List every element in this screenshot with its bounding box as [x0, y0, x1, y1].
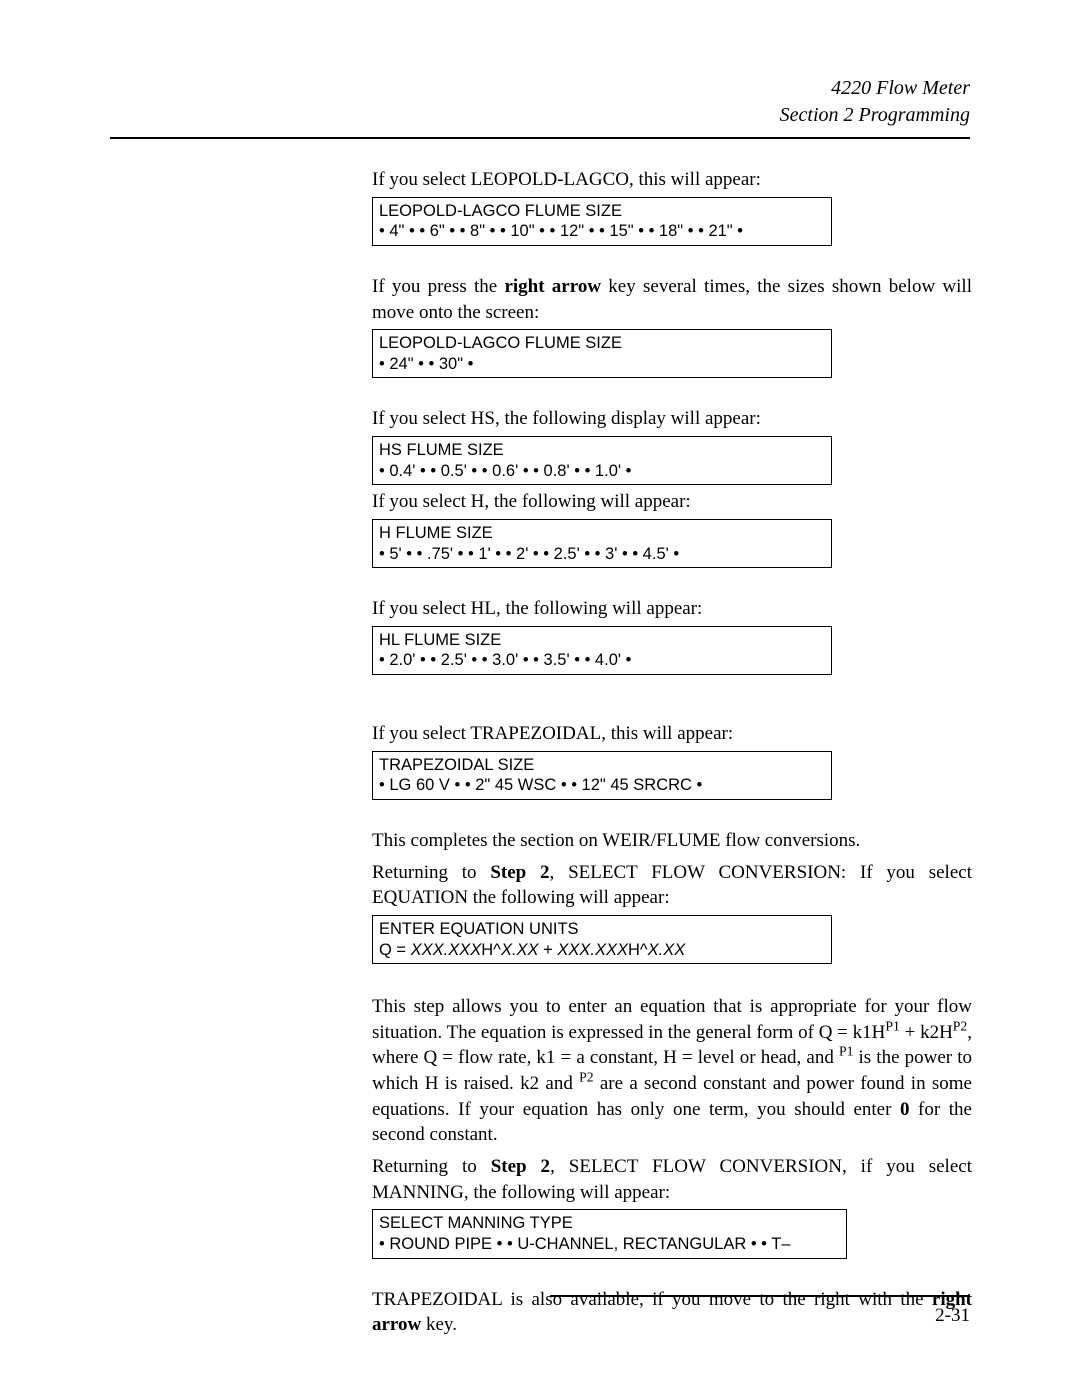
display-line: LEOPOLD-LAGCO FLUME SIZE [379, 333, 825, 354]
display-line: HL FLUME SIZE [379, 630, 825, 651]
bold-text: right arrow [504, 276, 601, 297]
display-line: • LG 60 V • • 2" 45 WSC • • 12" 45 SRCRC… [379, 775, 825, 796]
text: Q = [379, 941, 411, 959]
superscript: P2 [579, 1070, 593, 1085]
text: Returning to [372, 1156, 491, 1177]
paragraph: If you select HS, the following display … [372, 406, 972, 432]
page-container: 4220 Flow Meter Section 2 Programming If… [0, 0, 1080, 1397]
paragraph: Returning to Step 2, SELECT FLOW CONVERS… [372, 860, 972, 911]
bold-text: Step 2 [490, 862, 549, 883]
display-line: LEOPOLD-LAGCO FLUME SIZE [379, 201, 825, 222]
page-header: 4220 Flow Meter Section 2 Programming [110, 75, 970, 129]
header-section: Section 2 Programming [110, 102, 970, 129]
page-number: 2-31 [550, 1305, 970, 1327]
display-line: SELECT MANNING TYPE [379, 1213, 840, 1234]
text: This step allows you to enter an equatio… [372, 996, 972, 1043]
italic-text: X.XX [648, 941, 686, 959]
text: H^ [481, 941, 501, 959]
display-box-hl: HL FLUME SIZE • 2.0' • • 2.5' • • 3.0' •… [372, 626, 832, 675]
display-box-h: H FLUME SIZE • 5' • • .75' • • 1' • • 2'… [372, 519, 832, 568]
display-line: • 5' • • .75' • • 1' • • 2' • • 2.5' • •… [379, 544, 825, 565]
paragraph: If you press the right arrow key several… [372, 274, 972, 325]
display-line: Q = XXX.XXXH^X.XX + XXX.XXXH^X.XX [379, 940, 825, 961]
header-title: 4220 Flow Meter [110, 75, 970, 102]
italic-text: XXX.XXX [557, 941, 628, 959]
display-line: • 24" • • 30" • [379, 354, 825, 375]
display-box-equation: ENTER EQUATION UNITS Q = XXX.XXXH^X.XX +… [372, 915, 832, 964]
display-line: HS FLUME SIZE [379, 440, 825, 461]
display-box-hs: HS FLUME SIZE • 0.4' • • 0.5' • • 0.6' •… [372, 436, 832, 485]
display-line: H FLUME SIZE [379, 523, 825, 544]
italic-text: X.XX [501, 941, 539, 959]
italic-text: XXX.XXX [411, 941, 482, 959]
text: H^ [628, 941, 648, 959]
text: key. [421, 1314, 457, 1335]
superscript: P1 [885, 1018, 899, 1033]
footer-rule [550, 1295, 970, 1297]
superscript: P1 [839, 1044, 853, 1059]
display-line: TRAPEZOIDAL SIZE [379, 755, 825, 776]
page-footer: 2-31 [550, 1295, 970, 1327]
paragraph: If you select H, the following will appe… [372, 489, 972, 515]
paragraph: If you select LEOPOLD-LAGCO, this will a… [372, 167, 972, 193]
display-line: • 2.0' • • 2.5' • • 3.0' • • 3.5' • • 4.… [379, 650, 825, 671]
display-line: • 0.4' • • 0.5' • • 0.6' • • 0.8' • • 1.… [379, 461, 825, 482]
display-line: ENTER EQUATION UNITS [379, 919, 825, 940]
paragraph: Returning to Step 2, SELECT FLOW CONVERS… [372, 1154, 972, 1205]
content-column: If you select LEOPOLD-LAGCO, this will a… [372, 167, 972, 1338]
paragraph: This completes the section on WEIR/FLUME… [372, 828, 972, 854]
paragraph: This step allows you to enter an equatio… [372, 994, 972, 1148]
display-box-leopold-2: LEOPOLD-LAGCO FLUME SIZE • 24" • • 30" • [372, 329, 832, 378]
paragraph: If you select TRAPEZOIDAL, this will app… [372, 721, 972, 747]
superscript: P2 [953, 1018, 967, 1033]
display-box-leopold-1: LEOPOLD-LAGCO FLUME SIZE • 4" • • 6" • •… [372, 197, 832, 246]
text: Returning to [372, 862, 490, 883]
display-line: • ROUND PIPE • • U-CHANNEL, RECTANGULAR … [379, 1234, 840, 1255]
display-box-trapezoidal: TRAPEZOIDAL SIZE • LG 60 V • • 2" 45 WSC… [372, 751, 832, 800]
bold-text: Step 2 [491, 1156, 550, 1177]
text: If you press the [372, 276, 504, 297]
text: + k2H [900, 1022, 953, 1043]
header-rule [110, 137, 970, 139]
display-line: • 4" • • 6" • • 8" • • 10" • • 12" • • 1… [379, 221, 825, 242]
text: + [539, 941, 558, 959]
display-box-manning: SELECT MANNING TYPE • ROUND PIPE • • U-C… [372, 1209, 847, 1258]
paragraph: If you select HL, the following will app… [372, 596, 972, 622]
